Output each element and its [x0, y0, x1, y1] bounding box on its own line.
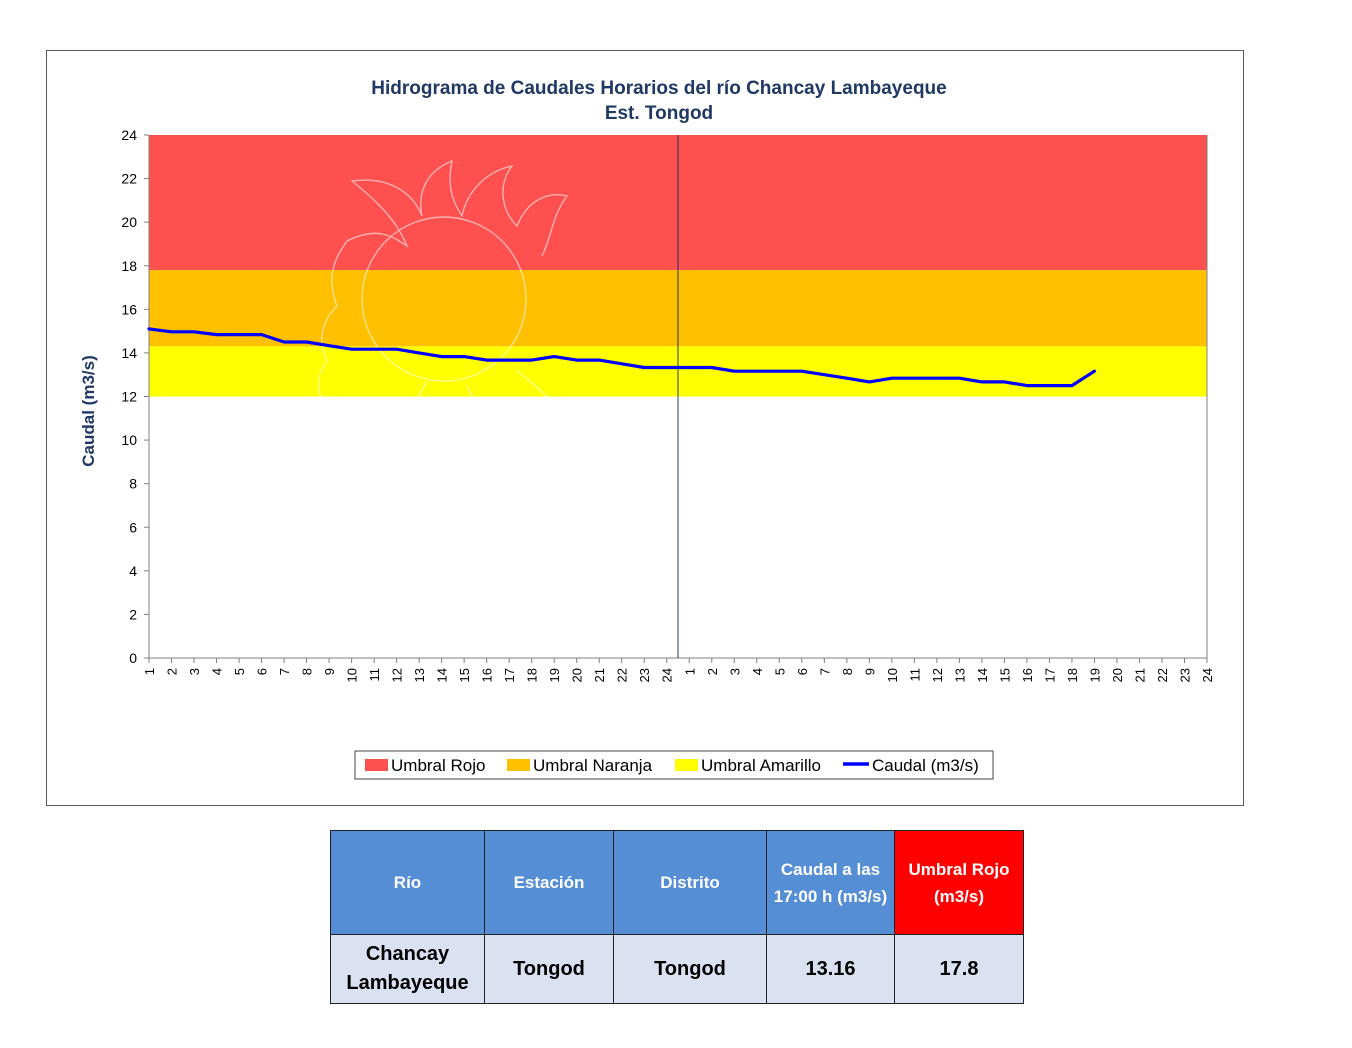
x-tick-label: 6 — [255, 668, 270, 675]
x-tick-label: 20 — [570, 668, 585, 682]
x-tick-label: 7 — [277, 668, 292, 675]
x-tick-label: 9 — [862, 668, 877, 675]
x-tick-label: 15 — [457, 668, 472, 682]
x-tick-label: 9 — [322, 668, 337, 675]
header-caudal: Caudal a las 17:00 h (m3/s) — [766, 830, 895, 935]
station-info-table: Río Estación Distrito Caudal a las 17:00… — [330, 830, 1024, 1004]
table-header-row: Río Estación Distrito Caudal a las 17:00… — [330, 830, 1024, 935]
x-tick-label: 4 — [210, 668, 225, 675]
cell-estacion: Tongod — [484, 934, 614, 1004]
x-tick-label: 2 — [165, 668, 180, 675]
header-distrito: Distrito — [613, 830, 767, 935]
chart-title: Hidrograma de Caudales Horarios del río … — [371, 78, 946, 99]
chart-legend: Umbral Rojo Umbral Naranja Umbral Amaril… — [354, 750, 994, 780]
x-tick-label: 16 — [480, 668, 495, 682]
x-tick-label: 17 — [1042, 668, 1057, 682]
cell-umbral-rojo: 17.8 — [894, 934, 1024, 1004]
header-rio: Río — [330, 830, 485, 935]
x-tick-label: 21 — [1132, 668, 1147, 682]
x-tick-label: 22 — [1155, 668, 1170, 682]
x-tick-label: 4 — [750, 668, 765, 675]
legend-swatch-rojo — [365, 759, 388, 771]
x-tick-labels: 1 2 3 4 5 6 7 8 9 10 11 12 13 14 15 16 17 18 19 20 21 22 23 24 1… — [142, 658, 1215, 682]
x-tick-label: 21 — [592, 668, 607, 682]
y-axis-label: Caudal (m3/s) — [79, 355, 98, 466]
x-tick-label: 1 — [142, 668, 157, 675]
x-tick-label: 16 — [1020, 668, 1035, 682]
x-tick-label: 5 — [232, 668, 247, 675]
y-tick-label: 2 — [129, 606, 137, 622]
series-line-caudal — [147, 327, 1097, 388]
y-tick-label: 20 — [121, 214, 137, 230]
cell-rio: Chancay Lambayeque — [330, 934, 485, 1004]
x-tick-label: 7 — [817, 668, 832, 675]
x-tick-label: 18 — [1065, 668, 1080, 682]
series-caudal — [147, 327, 1097, 388]
x-tick-label: 11 — [907, 668, 922, 682]
x-tick-label: 23 — [1177, 668, 1192, 682]
y-tick-label: 4 — [129, 563, 137, 579]
legend-box — [354, 750, 994, 780]
x-tick-label: 17 — [502, 668, 517, 682]
x-tick-label: 19 — [1087, 668, 1102, 682]
legend-label-caudal: Caudal (m3/s) — [872, 756, 979, 775]
cell-distrito: Tongod — [613, 934, 767, 1004]
legend-label-rojo: Umbral Rojo — [391, 756, 485, 775]
x-tick-label: 12 — [390, 668, 405, 682]
y-tick-label: 14 — [121, 345, 137, 361]
x-tick-label: 24 — [660, 668, 675, 682]
cell-caudal: 13.16 — [766, 934, 895, 1004]
x-tick-label: 8 — [840, 668, 855, 675]
x-tick-label: 15 — [997, 668, 1012, 682]
legend-label-naranja: Umbral Naranja — [533, 756, 653, 775]
legend-swatch-naranja — [507, 759, 530, 771]
y-tick-label: 24 — [121, 127, 137, 143]
x-tick-label: 12 — [930, 668, 945, 682]
y-tick-label: 0 — [129, 650, 137, 666]
x-tick-label: 19 — [547, 668, 562, 682]
legend-swatch-amarillo — [675, 759, 698, 771]
x-tick-label: 11 — [367, 668, 382, 682]
x-tick-label: 22 — [615, 668, 630, 682]
x-tick-label: 14 — [975, 668, 990, 682]
y-tick-label: 12 — [121, 389, 137, 405]
x-tick-label: 24 — [1200, 668, 1215, 682]
x-tick-label: 10 — [345, 668, 360, 682]
y-tick-label: 8 — [129, 476, 137, 492]
y-tick-label: 18 — [121, 258, 137, 274]
x-tick-label: 2 — [705, 668, 720, 675]
y-tick-label: 22 — [121, 171, 137, 187]
x-tick-label: 8 — [300, 668, 315, 675]
x-tick-label: 3 — [727, 668, 742, 675]
x-tick-label: 20 — [1110, 668, 1125, 682]
x-tick-label: 18 — [525, 668, 540, 682]
x-tick-label: 3 — [187, 668, 202, 675]
chart-frame: 0 2 4 6 8 10 12 14 16 18 20 22 24 1 2 3 4 5 6 7 8 9 10 11 12 13 1… — [46, 50, 1244, 806]
x-tick-label: 23 — [637, 668, 652, 682]
x-tick-label: 13 — [412, 668, 427, 682]
y-tick-label: 10 — [121, 432, 137, 448]
x-tick-label: 14 — [435, 668, 450, 682]
header-estacion: Estación — [484, 830, 614, 935]
sun-watermark-icon — [317, 159, 569, 447]
table-row: Chancay Lambayeque Tongod Tongod 13.16 1… — [330, 934, 1024, 1004]
y-tick-label: 6 — [129, 519, 137, 535]
header-umbral-rojo: Umbral Rojo (m3/s) — [894, 830, 1024, 935]
y-tick-label: 16 — [121, 301, 137, 317]
x-tick-label: 10 — [885, 668, 900, 682]
chart-subtitle: Est. Tongod — [605, 103, 713, 124]
x-tick-label: 5 — [772, 668, 787, 675]
x-tick-label: 6 — [795, 668, 810, 675]
legend-label-amarillo: Umbral Amarillo — [701, 756, 821, 775]
x-tick-label: 1 — [682, 668, 697, 675]
x-tick-label: 13 — [952, 668, 967, 682]
